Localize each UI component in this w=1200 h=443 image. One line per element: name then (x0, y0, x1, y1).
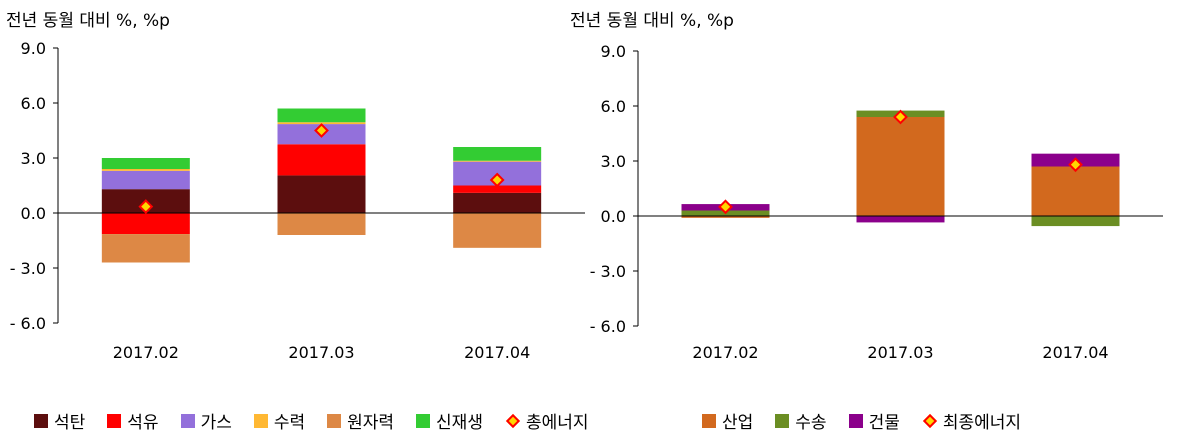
legend-label: 수송 (795, 413, 827, 433)
bar-segment (453, 213, 542, 248)
total-marker (893, 109, 908, 125)
legend-label: 석탄 (54, 413, 86, 433)
legend-item: 석유 (107, 408, 159, 433)
y-tick-label: - 3.0 (10, 259, 46, 278)
chart-panel-end-use: 전년 동월 대비 %, %p 9.0 6.0 3.0 0.0 - 3.0 - 6.0 201… (570, 0, 1200, 443)
bar-segment (277, 144, 366, 176)
bar-segment (101, 158, 190, 169)
total-marker (314, 123, 329, 138)
diamond-marker-icon (922, 413, 937, 428)
bar-segment (856, 117, 945, 216)
stacked-bar-chart-end-use: 9.0 6.0 3.0 0.0 - 3.0 - 6.0 2017.02 2017.03 2017… (590, 42, 1163, 362)
legend-swatch (34, 413, 48, 428)
legend-swatch (327, 413, 342, 428)
bar-segment (101, 234, 190, 263)
legend-swatch (848, 413, 863, 428)
legend-item: 건물 (848, 408, 900, 433)
y-tick-label: - 6.0 (590, 317, 626, 336)
bar-segment (453, 185, 542, 193)
x-category-label: 2017.03 (288, 343, 354, 362)
x-category-label: 2017.04 (1042, 343, 1108, 362)
legend-label: 원자력 (347, 413, 395, 433)
legend-label: 석유 (127, 413, 159, 433)
legend-label: 수력 (273, 413, 306, 433)
bar-segment (453, 192, 542, 213)
bar-segment (101, 169, 190, 171)
legend-label: 가스 (200, 413, 232, 433)
legend-item: 수력 (253, 408, 306, 433)
legend-swatch (180, 413, 195, 428)
bar-segment (101, 213, 190, 235)
x-category-label: 2017.02 (692, 343, 758, 362)
y-tick-label: 0.0 (21, 204, 46, 223)
legend-label: 건물 (868, 413, 900, 433)
legend-item: 원자력 (327, 408, 394, 433)
legend-label: 최종에너지 (942, 413, 1022, 433)
bar-segment (101, 170, 190, 190)
stacked-bar-chart-energy-source: 9.0 6.0 3.0 0.0 - 3.0 - 6.0 2017.02 2017.03 2017… (10, 39, 585, 362)
legend: 산업 수송 건물 최종에너지 (702, 408, 1043, 433)
bar-segment (453, 160, 542, 162)
legend-item: 신재생 (416, 408, 483, 433)
total-marker (138, 199, 154, 214)
legend-swatch (702, 413, 716, 428)
legend-swatch (253, 413, 268, 428)
total-marker (718, 199, 733, 215)
bar-segment (277, 175, 366, 213)
legend-item: 산업 (702, 408, 753, 433)
legend-label: 산업 (722, 413, 754, 433)
legend-item: 수송 (775, 408, 827, 433)
bar-segment (1031, 216, 1120, 227)
bar-segment (681, 216, 770, 218)
total-marker (489, 172, 505, 188)
legend-item-total: 최종에너지 (922, 408, 1021, 433)
legend-item-total: 총에너지 (505, 408, 589, 433)
y-tick-label: - 3.0 (590, 262, 626, 281)
y-tick-label: 0.0 (601, 207, 626, 226)
legend-item: 가스 (180, 408, 232, 433)
legend-label: 총에너지 (525, 413, 589, 433)
bar-segment (453, 147, 542, 161)
legend-swatch (775, 413, 790, 428)
bar-segment (856, 216, 945, 223)
legend-label: 신재생 (436, 413, 483, 433)
x-category-label: 2017.02 (113, 343, 179, 362)
y-tick-label: - 6.0 (10, 314, 46, 333)
y-tick-label: 6.0 (21, 94, 46, 113)
bar-segment (277, 108, 366, 123)
y-tick-label: 3.0 (601, 152, 626, 171)
legend-swatch (107, 413, 122, 428)
chart-panel-energy-source: 전년 동월 대비 %, %p 9.0 6.0 3.0 0.0 - 3.0 - 6.0 201… (6, 11, 589, 433)
x-category-label: 2017.04 (464, 343, 530, 362)
y-tick-label: 6.0 (601, 97, 626, 116)
x-category-label: 2017.03 (867, 343, 933, 362)
unit-label: 전년 동월 대비 %, %p (570, 11, 734, 31)
bar-segment (1031, 166, 1120, 216)
legend-item: 석탄 (34, 408, 85, 433)
diamond-marker-icon (505, 413, 521, 428)
y-tick-label: 9.0 (21, 39, 46, 58)
bar-segment (277, 213, 366, 235)
y-tick-label: 9.0 (601, 42, 626, 61)
unit-label: 전년 동월 대비 %, %p (6, 11, 170, 31)
y-tick-label: 3.0 (21, 149, 46, 168)
legend: 석탄 석유 가스 수력 원자력 신재생 총에너지 (34, 408, 611, 433)
total-marker (1068, 157, 1083, 173)
legend-swatch (416, 413, 431, 428)
